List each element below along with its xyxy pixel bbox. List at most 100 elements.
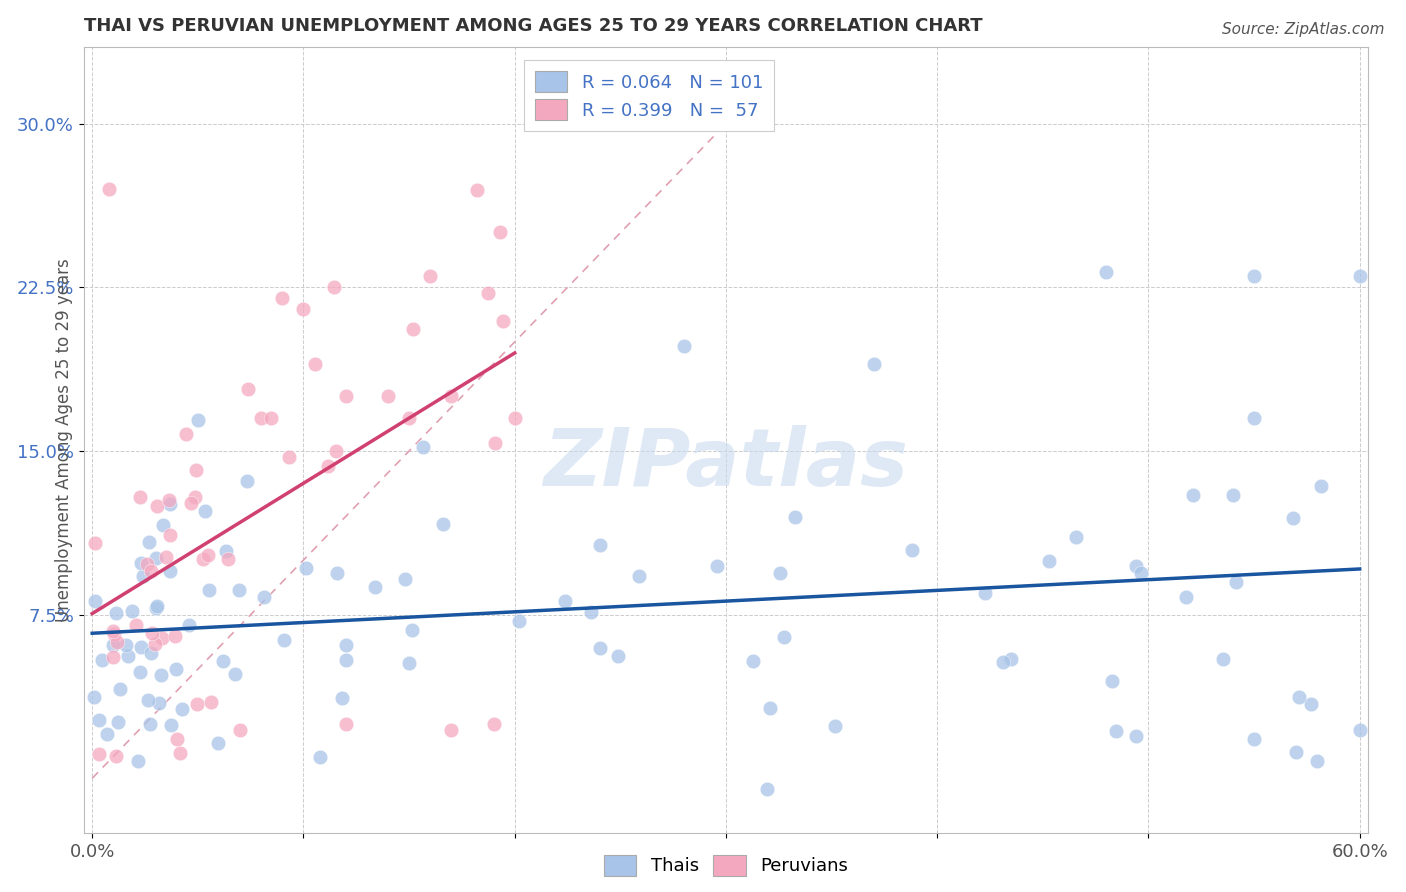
Point (236, 474, 259, 488)
Point (152, 517, 174, 532)
Point (579, 605, 602, 619)
Point (401, 321, 423, 335)
Point (589, 538, 612, 552)
Point (1000, 652, 1022, 666)
Point (211, 654, 233, 668)
Point (135, 557, 157, 571)
Point (198, 583, 221, 598)
Point (107, 715, 129, 730)
Point (440, 723, 463, 738)
Y-axis label: Unemployment Among Ages 25 to 29 years: Unemployment Among Ages 25 to 29 years (55, 258, 73, 622)
Point (103, 638, 125, 652)
Point (1243, 732, 1265, 747)
Point (129, 665, 152, 680)
Point (1101, 674, 1123, 689)
Point (217, 552, 239, 566)
Point (304, 357, 326, 371)
Point (83, 690, 105, 704)
Point (1310, 479, 1333, 493)
Point (316, 459, 339, 474)
Point (672, 339, 695, 353)
Point (271, 291, 294, 305)
Point (398, 411, 420, 425)
Point (157, 492, 180, 507)
Point (273, 632, 295, 647)
Point (862, 357, 884, 371)
Legend: Thais, Peruvians: Thais, Peruvians (596, 847, 855, 883)
Point (138, 535, 160, 549)
Point (1182, 488, 1205, 502)
Point (150, 631, 173, 645)
Point (159, 564, 181, 578)
Point (103, 627, 125, 641)
Point (108, 681, 131, 696)
Point (432, 517, 454, 532)
Point (606, 649, 628, 664)
Point (139, 717, 162, 731)
Point (96, 727, 118, 741)
Point (1348, 723, 1371, 738)
Point (322, 280, 344, 294)
Point (489, 225, 512, 239)
Point (166, 732, 188, 747)
Point (229, 723, 252, 738)
Point (141, 626, 163, 640)
Point (295, 560, 318, 574)
Point (1212, 652, 1234, 666)
Point (1225, 575, 1247, 590)
Point (139, 564, 162, 578)
Point (277, 450, 299, 464)
Point (250, 411, 273, 425)
Point (155, 550, 177, 565)
Point (1174, 590, 1197, 604)
Point (146, 499, 169, 513)
Point (105, 606, 128, 620)
Text: Source: ZipAtlas.com: Source: ZipAtlas.com (1222, 22, 1385, 37)
Point (377, 389, 399, 403)
Point (503, 411, 526, 425)
Point (138, 693, 160, 707)
Point (159, 497, 181, 511)
Point (991, 655, 1014, 669)
Point (129, 490, 152, 504)
Text: ZIPatlas: ZIPatlas (544, 425, 908, 503)
Point (756, 782, 779, 797)
Point (131, 556, 153, 570)
Point (207, 736, 229, 750)
Point (139, 646, 162, 660)
Point (332, 691, 354, 706)
Point (335, 389, 357, 403)
Point (194, 504, 217, 518)
Point (398, 656, 420, 670)
Point (335, 653, 357, 667)
Point (159, 527, 181, 541)
Point (83, 594, 105, 608)
Point (117, 648, 139, 663)
Point (401, 624, 423, 638)
Point (260, 411, 283, 425)
Point (1064, 530, 1087, 544)
Point (125, 618, 148, 632)
Point (394, 573, 416, 587)
Point (759, 701, 782, 715)
Point (165, 662, 187, 676)
Point (419, 269, 441, 284)
Point (508, 614, 530, 628)
Point (973, 586, 995, 600)
Point (98, 182, 121, 196)
Point (1243, 269, 1265, 284)
Point (412, 440, 434, 454)
Point (783, 510, 806, 524)
Point (145, 600, 167, 615)
Point (627, 569, 650, 583)
Point (1285, 745, 1308, 759)
Point (253, 591, 276, 605)
Point (132, 568, 155, 582)
Point (104, 749, 127, 764)
Point (184, 490, 207, 504)
Point (326, 566, 349, 581)
Point (163, 629, 186, 643)
Point (236, 382, 259, 396)
Point (159, 718, 181, 732)
Point (180, 496, 202, 510)
